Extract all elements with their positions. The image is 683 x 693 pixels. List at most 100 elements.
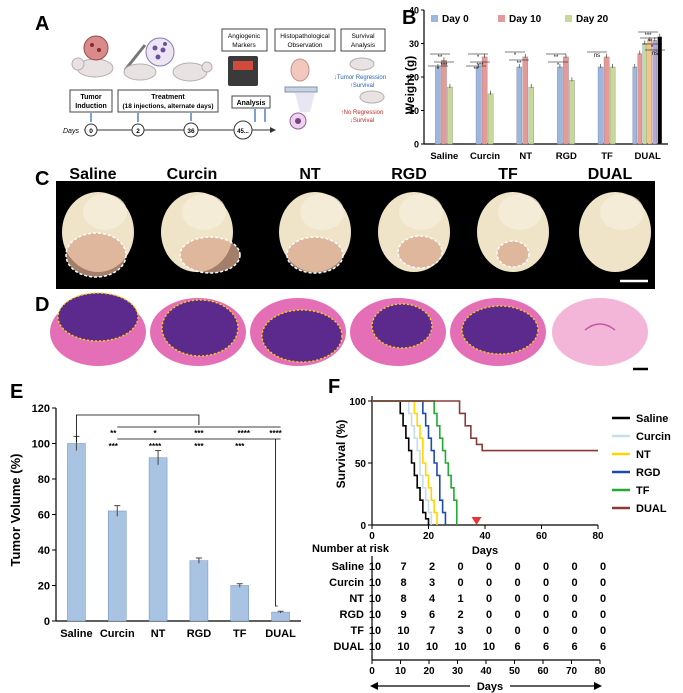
f-risk-cell: 0 xyxy=(514,577,520,589)
b-sig-mark: * xyxy=(651,45,654,51)
f-series-line xyxy=(372,400,598,452)
f-risk-cell: 10 xyxy=(369,609,381,621)
f-risk-cell: 2 xyxy=(457,609,463,621)
f-series-line xyxy=(372,400,433,525)
panel-label-e: E xyxy=(10,381,23,403)
tumor-region xyxy=(162,300,238,356)
f-risk-cell: 0 xyxy=(543,577,549,589)
e-category-label: Saline xyxy=(60,628,92,640)
f-risk-cell: 1 xyxy=(457,593,463,605)
analyzer-icon xyxy=(228,56,258,86)
e-bar xyxy=(230,585,249,622)
e-bar xyxy=(148,457,168,622)
e-ytick-label: 100 xyxy=(32,439,50,451)
panel-d: D xyxy=(35,292,648,371)
e-sig-bracket xyxy=(76,414,200,442)
b-bar xyxy=(481,56,488,145)
f-risk-cell: 6 xyxy=(543,641,549,653)
tumor-outline xyxy=(461,305,539,355)
f-risk-cell: 0 xyxy=(571,593,577,605)
tumor-region xyxy=(66,233,126,277)
f-risk-cell: 0 xyxy=(543,609,549,621)
b-bar xyxy=(557,66,563,145)
e-category-label: Curcin xyxy=(100,628,135,640)
b-category-label: DUAL xyxy=(634,151,661,162)
tumor-region xyxy=(497,241,529,267)
b-bar xyxy=(603,56,610,145)
b-bar xyxy=(441,60,447,145)
b-sig-mark: ** xyxy=(438,55,443,61)
f-risk-tick-label: 40 xyxy=(480,666,492,677)
analysis-box-text: Markers xyxy=(232,42,256,49)
f-risk-cell: 0 xyxy=(571,625,577,637)
f-legend-label: Saline xyxy=(636,413,668,425)
e-axes: 0 20 40 60 80 100 120 Saline Curcin NT RGD TF DUAL xyxy=(32,403,301,640)
e-ytick-label: 20 xyxy=(38,581,50,593)
f-risk-row-label: Curcin xyxy=(329,577,364,589)
f-risk-row-label: TF xyxy=(351,625,365,637)
f-risk-cell: 10 xyxy=(397,641,409,653)
f-series-line xyxy=(372,400,430,525)
f-xtick-label: 0 xyxy=(369,531,375,542)
e-sig-mark: **** xyxy=(238,429,251,438)
e-bar xyxy=(108,510,127,622)
f-risk-row-label: RGD xyxy=(340,609,365,621)
timeline-marker xyxy=(183,122,199,138)
b-legend-label: Day 20 xyxy=(576,14,609,25)
tumor-outline xyxy=(161,299,239,357)
e-bar xyxy=(67,443,86,622)
b-sig-mark: * xyxy=(437,67,440,73)
timeline-day: 36 xyxy=(187,128,195,135)
f-risk-cell: 6 xyxy=(600,641,606,653)
b-bar xyxy=(522,56,529,145)
panel-c: C Saline Curcin NT RGD TF DUAL xyxy=(35,166,655,289)
f-risk-tick-label: 80 xyxy=(594,666,606,677)
panel-label-f: F xyxy=(328,376,340,398)
e-ytick-label: 120 xyxy=(32,403,50,415)
f-risk-row-label: DUAL xyxy=(333,641,364,653)
outcome-good: ↑Survival xyxy=(350,83,374,89)
f-xtick-label: 60 xyxy=(536,531,548,542)
syringe-icon xyxy=(123,44,147,71)
e-sig-mark: ** xyxy=(110,429,117,438)
f-risk-tick-label: 70 xyxy=(566,666,578,677)
f-risk-cell: 10 xyxy=(397,625,409,637)
e-ytick-label: 40 xyxy=(38,545,50,557)
e-bar xyxy=(189,560,209,622)
tumor-region xyxy=(462,306,538,354)
arrow-left-icon xyxy=(370,682,378,690)
tumor-outline xyxy=(397,235,443,269)
f-risk-tick-label: 60 xyxy=(537,666,549,677)
tumor-region xyxy=(398,236,442,268)
b-bar xyxy=(657,36,663,145)
f-risk-cell: 0 xyxy=(600,593,606,605)
f-risk-cell: 0 xyxy=(457,577,463,589)
f-risk-cell: 8 xyxy=(400,577,406,589)
b-bar xyxy=(487,93,494,145)
tumor-outline xyxy=(496,240,530,268)
panel-label-b: B xyxy=(402,7,416,29)
f-risk-cell: 0 xyxy=(457,561,463,573)
b-bar xyxy=(447,86,453,145)
b-bar xyxy=(609,66,616,145)
days-label: Days xyxy=(63,128,79,135)
f-series-line xyxy=(372,400,458,525)
f-risk-cell: 4 xyxy=(429,593,436,605)
f-risk-cell: 9 xyxy=(400,609,406,621)
f-risk-tick-label: 30 xyxy=(452,666,464,677)
b-bar xyxy=(642,43,648,145)
he-sections xyxy=(50,292,648,366)
b-category-label: Curcin xyxy=(470,151,500,162)
b-bar xyxy=(563,56,569,145)
analysis-box-text: Analysis xyxy=(351,42,376,49)
e-sig-mark: *** xyxy=(109,442,119,451)
f-xtick-label: 80 xyxy=(592,531,604,542)
b-sig-mark: ** xyxy=(474,67,479,73)
f-risk-cell: 0 xyxy=(514,625,520,637)
panel-a: A Tumor Induction Treatment (18 in xyxy=(35,13,386,140)
tumor-region xyxy=(58,293,138,341)
b-ytick-label: 0 xyxy=(414,140,419,150)
f-risk-cell: 0 xyxy=(571,577,577,589)
tumor-outline xyxy=(286,236,344,274)
